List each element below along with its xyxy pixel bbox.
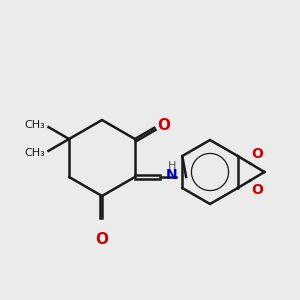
- Text: CH₃: CH₃: [25, 148, 46, 158]
- Text: O: O: [252, 147, 264, 161]
- Text: N: N: [166, 168, 178, 182]
- Text: CH₃: CH₃: [25, 120, 46, 130]
- Text: O: O: [252, 183, 264, 197]
- Text: O: O: [157, 118, 170, 133]
- Text: H: H: [168, 161, 176, 171]
- Text: O: O: [95, 232, 109, 247]
